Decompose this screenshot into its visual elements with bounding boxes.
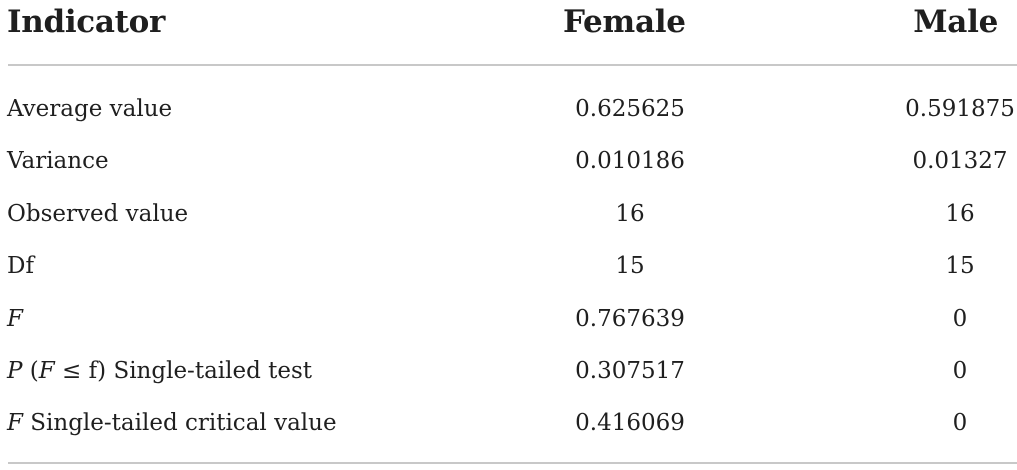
male-value: 0 <box>952 358 968 384</box>
label-fragment: Single-tailed critical value <box>22 410 337 436</box>
table-header-row: Indicator Female Male <box>0 0 1017 50</box>
female-value: 16 <box>615 201 645 227</box>
female-value: 0.625625 <box>575 96 685 122</box>
table-row: F Single-tailed critical value 0.416069 … <box>0 403 1017 443</box>
f-symbol: F <box>7 306 23 332</box>
label-fragment: ≤ f) Single-tailed test <box>54 358 313 384</box>
male-value: 0.01327 <box>912 148 1008 174</box>
female-value: 0.307517 <box>575 358 685 384</box>
table-row: P (F ≤ f) Single-tailed test 0.307517 0 <box>0 351 1017 391</box>
header-male: Male <box>913 4 998 40</box>
male-value: 0 <box>952 306 968 332</box>
female-value: 0.767639 <box>575 306 685 332</box>
f-symbol: F <box>7 410 23 436</box>
row-label: Average value <box>7 96 173 122</box>
female-value: 0.010186 <box>575 148 685 174</box>
table-row: Average value 0.625625 0.591875 <box>0 89 1017 129</box>
p-symbol: P <box>7 358 23 384</box>
row-label: F <box>7 299 23 339</box>
row-label: Df <box>7 253 34 279</box>
male-value: 0 <box>952 410 968 436</box>
male-value: 16 <box>945 201 975 227</box>
header-female: Female <box>563 4 686 40</box>
row-label: Observed value <box>7 201 189 227</box>
table-row: Observed value 16 16 <box>0 194 1017 234</box>
row-label: P (F ≤ f) Single-tailed test <box>7 351 312 391</box>
female-value: 0.416069 <box>575 410 685 436</box>
table-row: Df 15 15 <box>0 246 1017 286</box>
female-value: 15 <box>615 253 645 279</box>
male-value: 15 <box>945 253 975 279</box>
f-symbol: F <box>38 358 55 384</box>
row-label: Variance <box>7 148 109 174</box>
header-divider <box>8 64 1017 66</box>
header-indicator: Indicator <box>7 4 166 40</box>
table-bottom-rule <box>8 462 1017 464</box>
row-label: F Single-tailed critical value <box>7 403 337 443</box>
male-value: 0.591875 <box>905 96 1015 122</box>
table-row: F 0.767639 0 <box>0 299 1017 339</box>
table-row: Variance 0.010186 0.01327 <box>0 141 1017 181</box>
label-fragment: ( <box>22 358 39 384</box>
